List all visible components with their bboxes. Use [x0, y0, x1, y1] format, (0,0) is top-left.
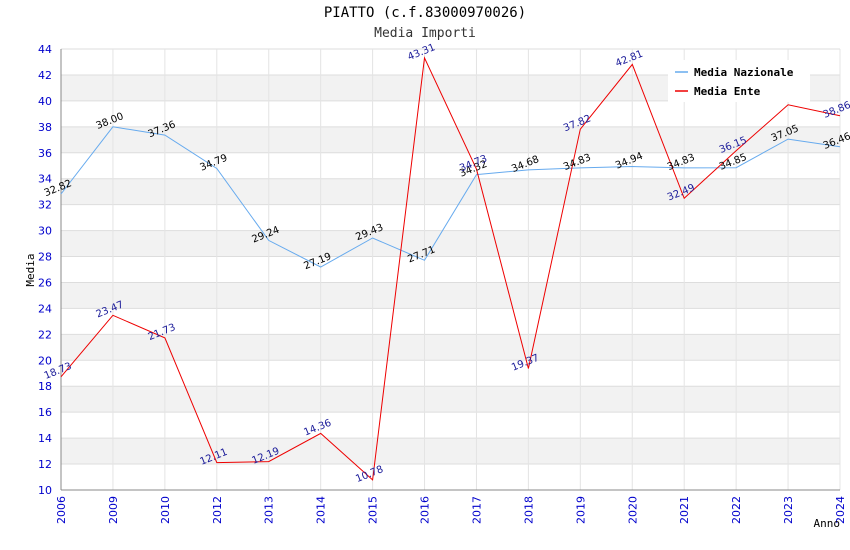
grid-band [61, 334, 840, 361]
grid-band [61, 126, 840, 153]
legend-label-2: Media Ente [694, 85, 761, 98]
y-tick-label: 16 [38, 406, 52, 419]
x-tick-label: 2014 [315, 496, 328, 524]
data-label: 34.94 [614, 151, 645, 172]
data-label: 43.31 [406, 42, 437, 63]
legend-label-1: Media Nazionale [694, 66, 794, 79]
y-tick-label: 22 [38, 328, 52, 341]
x-tick-label: 2015 [367, 496, 380, 524]
x-tick-label: 2013 [263, 496, 276, 524]
y-tick-label: 18 [38, 380, 52, 393]
x-tick-label: 2023 [782, 496, 795, 524]
series-line-2 [60, 56, 841, 481]
y-axis-label: Media [24, 253, 37, 286]
y-tick-label: 12 [38, 458, 52, 471]
plot-gridlines [60, 48, 841, 491]
x-tick-label: 2006 [55, 496, 68, 524]
y-tick-label: 42 [38, 69, 52, 82]
y-tick-label: 40 [38, 95, 52, 108]
x-tick-label: 2019 [574, 496, 587, 524]
x-tick-labels: 2006 2009 2010 2012 2013 2014 2015 2016 2017 2018… [55, 496, 847, 524]
x-tick-label: 2012 [211, 496, 224, 524]
grid-band [61, 386, 840, 413]
y-tick-label: 20 [38, 354, 52, 367]
grid-band [61, 178, 840, 205]
y-tick-label: 30 [38, 225, 52, 238]
x-axis-label: Anno [814, 517, 841, 530]
grid-band [61, 282, 840, 309]
x-tick-label: 2022 [730, 496, 743, 524]
y-tick-label: 36 [38, 147, 52, 160]
x-tick-label: 2018 [522, 496, 535, 524]
y-tick-label: 28 [38, 251, 52, 264]
legend-box [668, 60, 810, 102]
y-tick-labels: 10 12 14 16 18 20 22 24 26 28 30 32 34 36 38 40 42 44 [38, 43, 52, 497]
x-tick-label: 2010 [159, 496, 172, 524]
data-label: 38.86 [822, 100, 850, 121]
data-label: 42.81 [614, 49, 645, 70]
y-tick-label: 24 [38, 302, 52, 315]
data-label: 34.83 [562, 152, 593, 173]
plot-background-bands [61, 74, 840, 465]
y-tick-label: 14 [38, 432, 52, 445]
x-tick-label: 2009 [107, 496, 120, 524]
legend: Media Nazionale Media Ente [668, 60, 810, 102]
y-tick-label: 32 [38, 199, 52, 212]
y-tick-label: 10 [38, 484, 52, 497]
data-label: 34.68 [510, 154, 541, 175]
chart-title: PIATTO (c.f.83000970026) [323, 5, 527, 21]
series-line-1 [60, 126, 841, 268]
x-tick-label: 2021 [678, 496, 691, 524]
y-tick-label: 38 [38, 121, 52, 134]
x-tick-label: 2024 [834, 496, 847, 524]
x-tick-label: 2016 [419, 496, 432, 524]
plot-axes [60, 49, 840, 491]
data-label: 34.83 [666, 152, 697, 173]
x-tick-label: 2020 [626, 496, 639, 524]
x-tick-label: 2017 [470, 496, 483, 524]
grid-band [61, 230, 840, 257]
y-tick-label: 44 [38, 43, 52, 56]
chart-subtitle: Media Importi [374, 26, 476, 41]
y-tick-label: 26 [38, 276, 52, 289]
grid-band [61, 438, 840, 465]
data-label: 34.79 [199, 153, 230, 174]
series-lines [60, 56, 841, 481]
y-tick-label: 34 [38, 173, 52, 186]
